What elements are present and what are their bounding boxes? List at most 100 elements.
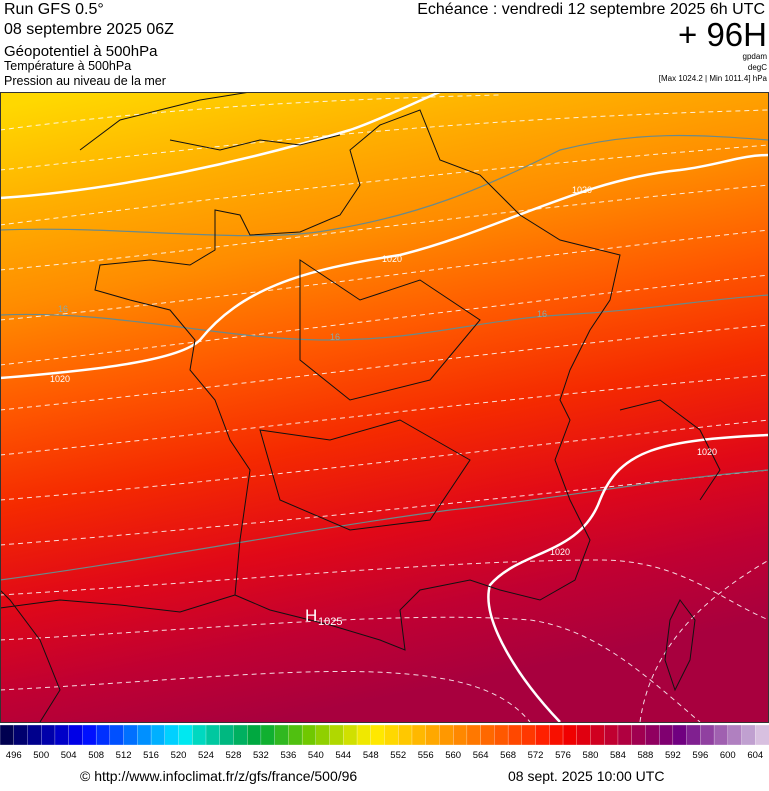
colorbar-cell (0, 724, 15, 746)
forecast-time: Echéance : vendredi 12 septembre 2025 6h… (417, 1, 765, 18)
colorbar-label: 508 (88, 750, 104, 761)
colorbar-cell (205, 724, 221, 746)
temperature-contours (0, 94, 769, 722)
colorbar-cell (109, 724, 125, 746)
colorbar-label: 536 (280, 750, 296, 761)
colorbar-cell (645, 724, 660, 746)
colorbar-label: 576 (555, 750, 571, 761)
colorbar-cell (686, 724, 701, 746)
colorbar-cell (164, 724, 179, 746)
colorbar-label: 600 (720, 750, 736, 761)
colorbar-cell (370, 724, 385, 746)
colorbar-cell (576, 724, 591, 746)
colorbar-cell (507, 724, 523, 746)
colorbar-label: 560 (445, 750, 461, 761)
colorbar-cell (411, 724, 427, 746)
colorbar-cell (260, 724, 276, 746)
colorbar-cell (521, 724, 537, 746)
borders (0, 92, 721, 722)
isobar-label: 1020 (697, 447, 717, 457)
colorbar-cell (439, 724, 454, 746)
colorbar-cell (549, 724, 564, 746)
colorbar-cell (315, 724, 331, 746)
colorbar-cell (54, 724, 70, 746)
colorbar-cell (123, 724, 138, 746)
field-label: Pression au niveau de la mer (4, 74, 166, 88)
colorbar-cell (741, 724, 756, 746)
colorbar-label: 604 (747, 750, 763, 761)
colorbar-label: 548 (363, 750, 379, 761)
temperature-label: 16 (537, 309, 547, 319)
colorbar-cell (727, 724, 742, 746)
colorbar-label: 592 (665, 750, 681, 761)
colorbar-label: 564 (473, 750, 489, 761)
colorbar-cell (425, 724, 440, 746)
temperature-label: 16 (330, 332, 340, 342)
colorbar-label: 512 (116, 750, 132, 761)
field-label: Température à 500hPa (4, 59, 131, 73)
temperature-contour (0, 294, 769, 341)
colorbar-cell (82, 724, 97, 746)
colorbar-cell (95, 724, 111, 746)
colorbar-cell (700, 724, 715, 746)
colorbar-label: 580 (583, 750, 599, 761)
colorbar-label: 516 (143, 750, 159, 761)
colorbar-label: 496 (6, 750, 22, 761)
unit-label: gpdam (743, 52, 768, 61)
colorbar-cell (535, 724, 550, 746)
colorbar-label: 544 (335, 750, 351, 761)
colorbar-cell (453, 724, 468, 746)
isobar-label: 1020 (382, 254, 402, 264)
colorbar-label: 500 (33, 750, 49, 761)
colorbar-cell (288, 724, 303, 746)
colorbar-cell (137, 724, 152, 746)
colorbar-cell (219, 724, 234, 746)
colorbar-cell (68, 724, 83, 746)
colorbar-cell (301, 724, 317, 746)
colorbar-cell (329, 724, 344, 746)
colorbar-cell (13, 724, 28, 746)
colorbar-cell (247, 724, 262, 746)
map: 1020 1020 1020 1020 1020 16 16 16 H 1025 (0, 92, 769, 722)
colorbar-cell (755, 724, 769, 746)
colorbar-label: 584 (610, 750, 626, 761)
colorbar-cell (343, 724, 358, 746)
run-date: 08 septembre 2025 06Z (4, 21, 174, 38)
generated-timestamp: 08 sept. 2025 10:00 UTC (508, 768, 664, 784)
temperature-contour (0, 469, 769, 581)
colorbar-cell (41, 724, 56, 746)
colorbar-label: 596 (692, 750, 708, 761)
colorbar-cell (192, 724, 207, 746)
colorbar-cell (233, 724, 248, 746)
pressure-range: [Max 1024.2 | Min 1011.4] hPa (659, 74, 768, 83)
colorbar-cell (590, 724, 605, 746)
colorbar-cell (672, 724, 688, 746)
lead-time: + 96H (678, 16, 767, 53)
isobar-label: 1020 (550, 547, 570, 557)
isobar-label: 1020 (50, 374, 70, 384)
colorbar-cell (494, 724, 509, 746)
isobar-label: 1020 (572, 185, 592, 195)
colorbar-label: 556 (418, 750, 434, 761)
unit-label: degC (748, 63, 767, 72)
colorbar-label: 588 (637, 750, 653, 761)
colorbar-label: 528 (226, 750, 242, 761)
colorbar-cell (27, 724, 42, 746)
colorbar-cell (274, 724, 289, 746)
colorbar-cell (713, 724, 729, 746)
colorbar-cell (384, 724, 399, 746)
colorbar-cell (617, 724, 633, 746)
colorbar-cell (562, 724, 578, 746)
colorbar-cell (356, 724, 372, 746)
colorbar-cell (150, 724, 166, 746)
high-pressure-value: 1025 (318, 616, 342, 628)
colorbar-label: 532 (253, 750, 269, 761)
colorbar-label: 524 (198, 750, 214, 761)
colorbar-label: 520 (171, 750, 187, 761)
field-label: Géopotentiel à 500hPa (4, 43, 158, 60)
colorbar-cell (480, 724, 495, 746)
isobars (0, 92, 769, 722)
colorbar: 496 500 504 508 512 516 520 524 528 532 536 540 544 5… (0, 724, 769, 761)
model-title: Run GFS 0.5° (4, 1, 104, 18)
